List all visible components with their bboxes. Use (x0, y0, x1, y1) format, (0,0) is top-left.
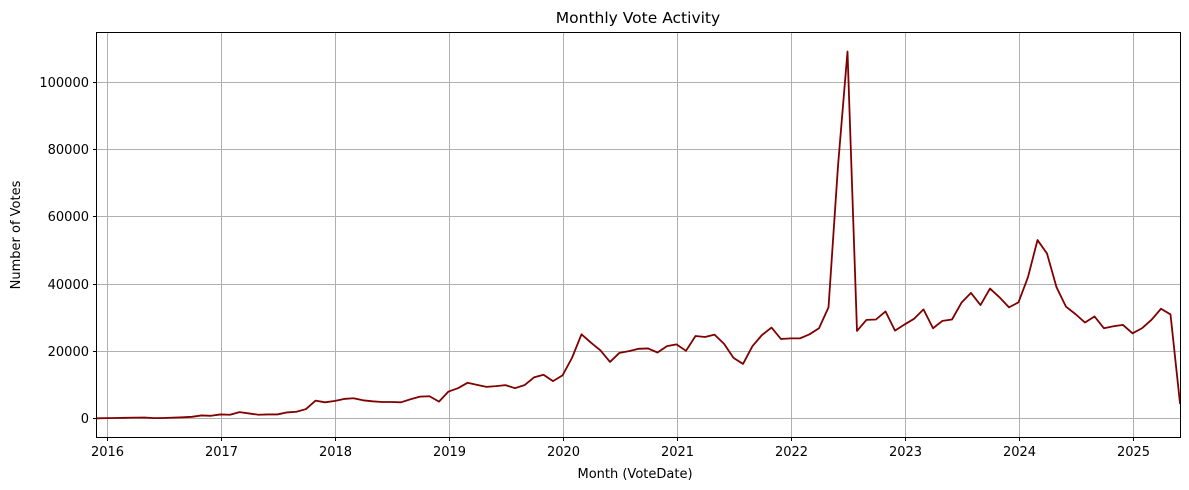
y-tick-label: 60000 (48, 210, 89, 225)
x-axis-ticks: 2016 2017 2018 2019 2020 2021 2022 2023 2024 2025 (91, 437, 1150, 460)
series-line (96, 50, 1181, 420)
y-axis-label: Number of Votes (9, 180, 24, 289)
y-tick-label: 40000 (48, 278, 89, 293)
chart-title: Monthly Vote Activity (556, 9, 720, 27)
x-tick-label: 2024 (1003, 445, 1036, 460)
x-tick-label: 2023 (889, 445, 922, 460)
x-tick-label: 2016 (91, 445, 124, 460)
x-tick-label: 2025 (1117, 445, 1150, 460)
x-tick-label: 2018 (319, 445, 352, 460)
x-tick-label: 2017 (205, 445, 238, 460)
x-tick-label: 2020 (547, 445, 580, 460)
x-tick-label: 2022 (775, 445, 808, 460)
x-axis-label: Month (VoteDate) (577, 467, 692, 482)
y-axis-ticks: 0 20000 40000 60000 80000 100000 (39, 76, 97, 427)
y-tick-label: 100000 (39, 76, 89, 91)
x-tick-label: 2021 (661, 445, 694, 460)
y-tick-label: 20000 (48, 345, 89, 360)
series-layer (96, 50, 1181, 420)
x-tick-label: 2019 (433, 445, 466, 460)
y-tick-label: 80000 (48, 143, 89, 158)
y-tick-label: 0 (81, 412, 89, 427)
plot-frame (96, 32, 1181, 438)
grid (97, 33, 1180, 437)
